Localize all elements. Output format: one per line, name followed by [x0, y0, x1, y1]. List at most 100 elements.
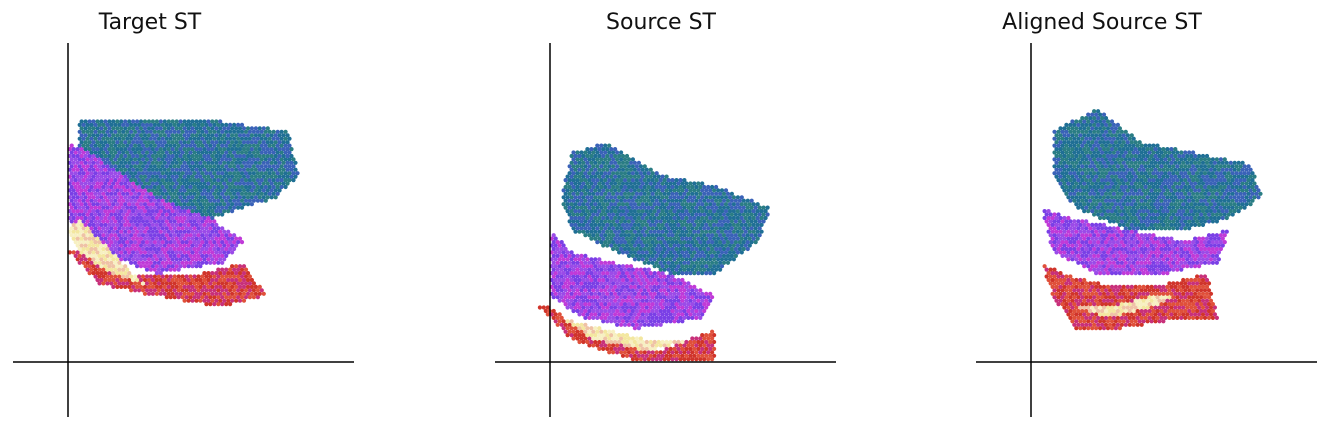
spot	[79, 243, 84, 248]
spot	[1157, 291, 1162, 296]
spot	[1133, 291, 1138, 296]
spot	[648, 346, 653, 351]
spot	[275, 178, 280, 183]
spot	[200, 226, 205, 231]
spot	[216, 178, 221, 183]
spot	[729, 198, 734, 203]
spot	[95, 119, 100, 124]
spot	[253, 167, 258, 172]
spot	[581, 153, 586, 159]
spot	[652, 188, 657, 193]
spot	[708, 333, 713, 338]
spot	[733, 219, 738, 224]
spot	[676, 277, 681, 283]
spot	[1109, 326, 1115, 331]
spot	[243, 267, 249, 272]
spot	[117, 122, 122, 127]
spot	[115, 236, 120, 241]
spot	[144, 122, 150, 127]
spot	[719, 209, 725, 214]
spot	[1070, 291, 1075, 296]
spot	[99, 271, 104, 276]
spot	[150, 147, 155, 152]
spot	[234, 140, 239, 145]
spot	[174, 160, 179, 165]
spot	[634, 219, 639, 224]
spot	[611, 205, 616, 210]
spot	[591, 288, 596, 293]
spot	[257, 140, 262, 145]
spot	[218, 126, 223, 131]
spot	[664, 222, 669, 227]
spot	[607, 308, 612, 314]
spot	[666, 184, 671, 190]
spot	[603, 281, 608, 286]
spot	[644, 236, 649, 241]
spot	[226, 167, 231, 172]
spot	[1131, 288, 1136, 293]
spot	[105, 233, 110, 238]
spot	[595, 191, 600, 196]
spot	[753, 233, 758, 238]
spot	[234, 202, 239, 207]
spot	[113, 267, 118, 272]
spot	[1090, 291, 1095, 296]
spot	[202, 133, 207, 138]
spot	[101, 122, 106, 127]
spot	[261, 153, 266, 159]
spot	[1139, 302, 1144, 307]
spot	[196, 157, 201, 162]
spot	[587, 157, 592, 162]
spot	[79, 174, 84, 179]
spot	[184, 205, 189, 210]
spot	[237, 195, 243, 200]
spot	[684, 229, 689, 234]
spot	[737, 240, 742, 245]
spot	[577, 195, 582, 200]
spot	[557, 298, 562, 303]
spot	[652, 209, 657, 214]
spot	[638, 219, 643, 224]
spot	[676, 339, 681, 345]
spot	[119, 160, 124, 165]
spot	[166, 229, 171, 234]
spot	[569, 215, 574, 221]
spot	[81, 260, 86, 265]
spot	[129, 253, 134, 258]
spot	[224, 274, 229, 279]
spot	[117, 164, 122, 169]
spot	[279, 143, 284, 148]
spot	[628, 202, 634, 207]
spot	[243, 295, 249, 300]
spot	[577, 202, 582, 207]
spot	[575, 295, 580, 300]
spot	[656, 319, 661, 324]
spot	[255, 295, 260, 300]
spot	[113, 233, 118, 238]
spot	[87, 250, 92, 255]
spot	[230, 236, 235, 241]
spot	[690, 205, 695, 210]
spot	[279, 150, 284, 155]
spot	[727, 257, 733, 262]
spot	[636, 202, 641, 207]
spot	[698, 246, 703, 252]
spot	[208, 171, 213, 176]
spot	[670, 281, 675, 286]
spot	[716, 250, 721, 255]
spot	[206, 133, 211, 138]
spot	[249, 140, 254, 145]
spot	[188, 205, 193, 210]
spot	[230, 277, 235, 283]
spot	[204, 274, 209, 279]
spot	[581, 174, 586, 179]
spot	[117, 184, 122, 190]
spot	[91, 174, 96, 179]
spot	[232, 281, 237, 286]
spot	[684, 271, 689, 276]
spot	[125, 164, 130, 169]
spot	[597, 298, 602, 303]
spot	[228, 136, 233, 141]
spot	[601, 284, 606, 289]
spot	[597, 181, 602, 186]
